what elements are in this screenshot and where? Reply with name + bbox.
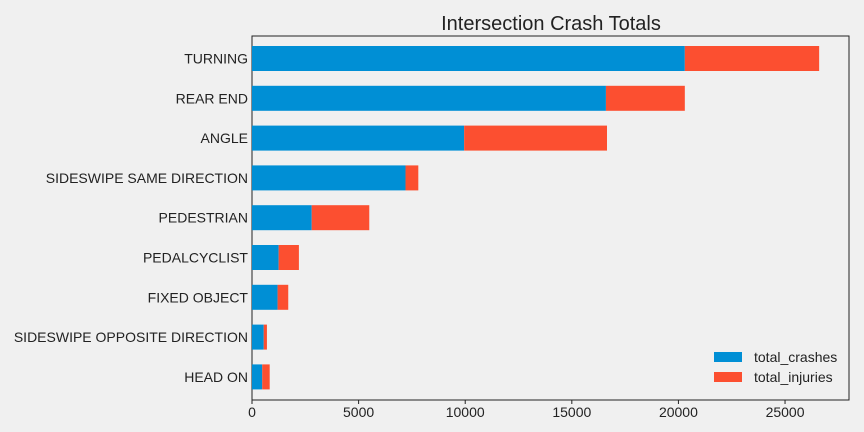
legend-label-total_crashes: total_crashes bbox=[754, 349, 837, 365]
y-tick-label-5: PEDALCYCLIST bbox=[143, 250, 248, 266]
bar-total_injuries-1 bbox=[605, 85, 685, 111]
chart-title: Intersection Crash Totals bbox=[441, 13, 661, 35]
bar-total_crashes-2 bbox=[252, 125, 465, 151]
y-tick-label-2: ANGLE bbox=[201, 130, 248, 146]
y-tick-label-4: PEDESTRIAN bbox=[159, 210, 248, 226]
bar-total_crashes-0 bbox=[252, 46, 685, 71]
bar-total_injuries-7 bbox=[263, 324, 267, 350]
y-tick-label-8: HEAD ON bbox=[184, 369, 248, 385]
legend: total_crashes total_injuries bbox=[714, 349, 837, 385]
bar-total_injuries-2 bbox=[464, 125, 608, 151]
x-tick-labels: 0 5000 10000 15000 20000 25000 bbox=[248, 400, 805, 420]
y-tick-label-1: REAR END bbox=[176, 90, 248, 106]
bar-total_crashes-8 bbox=[252, 364, 263, 390]
x-tick-label-3: 15000 bbox=[552, 404, 591, 420]
legend-swatch-total_crashes bbox=[714, 352, 742, 362]
bar-total_crashes-4 bbox=[252, 205, 312, 231]
bar-total_crashes-3 bbox=[252, 165, 406, 191]
bar-total_injuries-4 bbox=[311, 205, 370, 231]
bar-total_crashes-1 bbox=[252, 85, 606, 111]
x-tick-label-2: 10000 bbox=[446, 404, 485, 420]
bars-group bbox=[252, 46, 820, 390]
y-tick-label-3: SIDESWIPE SAME DIRECTION bbox=[46, 170, 248, 186]
y-tick-label-6: FIXED OBJECT bbox=[148, 289, 249, 305]
y-tick-labels: TURNING REAR END ANGLE SIDESWIPE SAME DIREC… bbox=[14, 51, 249, 385]
x-tick-label-5: 25000 bbox=[766, 404, 805, 420]
bar-total_injuries-8 bbox=[262, 364, 270, 390]
bar-total_crashes-6 bbox=[252, 284, 278, 310]
bar-total_injuries-6 bbox=[277, 284, 289, 310]
x-tick-label-1: 5000 bbox=[343, 404, 374, 420]
legend-swatch-total_injuries bbox=[714, 372, 742, 382]
bar-total_crashes-5 bbox=[252, 245, 279, 270]
bar-total_crashes-7 bbox=[252, 324, 264, 350]
bar-total_injuries-0 bbox=[684, 46, 820, 71]
bar-total_injuries-5 bbox=[278, 245, 299, 270]
y-tick-label-0: TURNING bbox=[184, 51, 248, 67]
bar-total_injuries-3 bbox=[405, 165, 419, 191]
x-tick-label-0: 0 bbox=[248, 404, 256, 420]
legend-label-total_injuries: total_injuries bbox=[754, 369, 833, 385]
x-tick-label-4: 20000 bbox=[659, 404, 698, 420]
y-tick-label-7: SIDESWIPE OPPOSITE DIRECTION bbox=[14, 329, 248, 345]
